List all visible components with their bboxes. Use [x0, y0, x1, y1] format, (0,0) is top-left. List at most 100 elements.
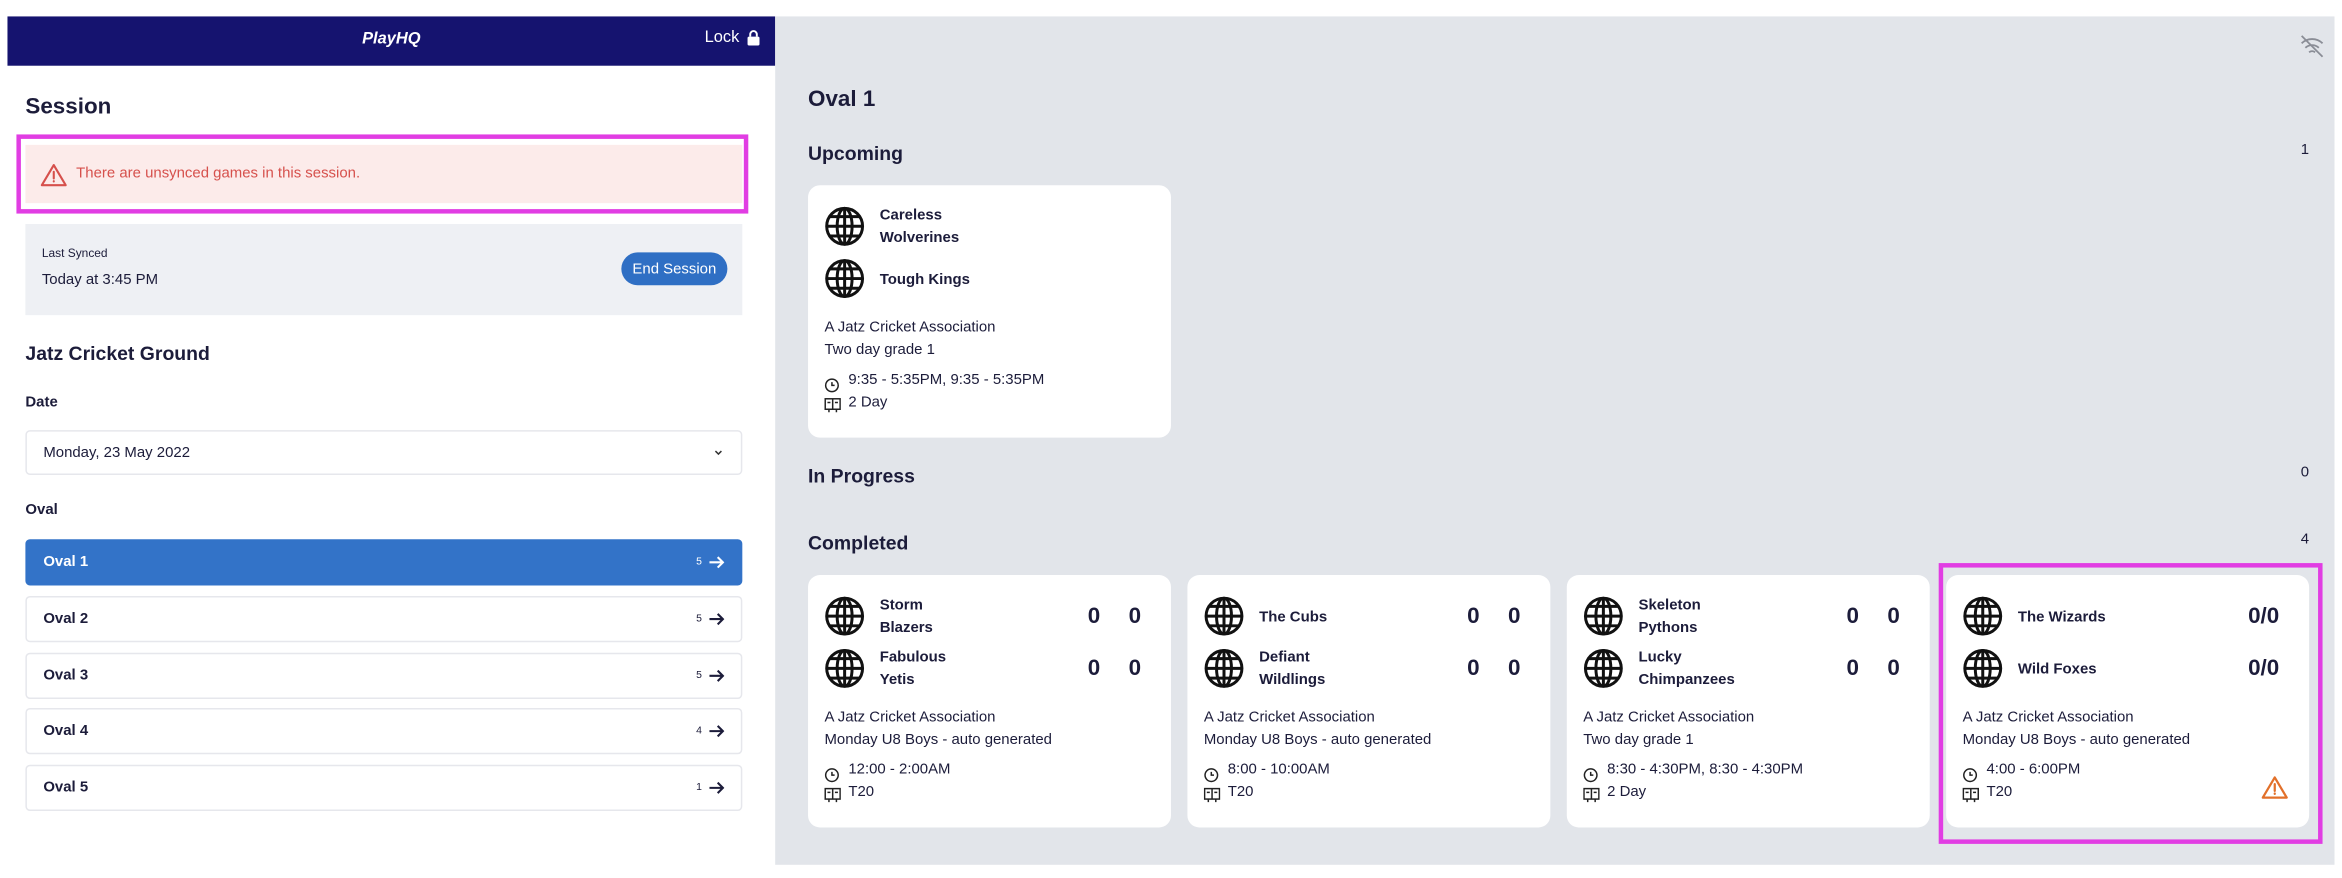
oval-row[interactable]: Oval 4 4 — [25, 708, 743, 755]
section-count: 1 — [2300, 141, 2310, 159]
format-icon-svg — [824, 787, 841, 803]
oval-row[interactable]: Oval 3 5 — [25, 651, 743, 699]
oval-count-wrap: 1 — [696, 780, 725, 796]
format-icon — [824, 784, 841, 811]
oval-row[interactable]: Oval 5 1 — [25, 764, 743, 812]
lock-label: Lock — [704, 28, 740, 47]
team-score: 0/0 — [2248, 603, 2279, 628]
score-value: 0 — [1467, 655, 1480, 682]
chevron — [714, 450, 722, 456]
oval-count-wrap: 4 — [696, 723, 725, 739]
warning-icon — [40, 163, 67, 186]
game-card[interactable]: Storm Blazers 0 0 Fabulous Yetis 0 0 A Jatz Cr… — [808, 575, 1171, 828]
team-name: Tough Kings — [879, 271, 970, 288]
score-value: 0 — [1887, 603, 1900, 629]
highlight — [1938, 563, 2323, 844]
game-time: 8:00 - 10:00AM — [1227, 761, 1330, 779]
game-time: 9:35 - 5:35PM, 9:35 - 5:35PM — [848, 371, 1045, 389]
grade: Two day grade 1 — [1583, 731, 1694, 749]
arrow — [708, 667, 725, 683]
session-title: Session — [25, 94, 112, 120]
team-name: Storm Blazers — [879, 597, 933, 637]
association: A Jatz Cricket Association — [824, 709, 996, 726]
alert: There are unsynced games in this session… — [25, 144, 743, 204]
format-icon — [1203, 784, 1221, 811]
oval-label: Oval — [25, 501, 58, 519]
team-logo — [1963, 596, 2003, 644]
clock-icon — [824, 763, 839, 790]
last-synced-label: Last Synced — [41, 246, 108, 260]
oval-name: Oval 5 — [43, 779, 89, 797]
lock-button[interactable]: Lock — [705, 28, 761, 46]
format-icon — [824, 394, 841, 421]
oval-count: 4 — [696, 726, 702, 737]
arrow — [708, 723, 725, 739]
team-name: Lucky Chimpanzees — [1638, 649, 1735, 689]
clock-icon — [824, 373, 839, 400]
offline-icon — [2301, 35, 2324, 58]
game-time: 8:30 - 4:30PM, 8:30 - 4:30PM — [1607, 761, 1804, 779]
grade: Monday U8 Boys - auto generated — [1962, 731, 2191, 749]
team-logo-svg — [1963, 648, 2003, 688]
game-format: T20 — [848, 784, 875, 801]
section-count: 4 — [2300, 531, 2310, 549]
team-logo — [824, 258, 865, 306]
format-icon-svg — [824, 398, 841, 413]
oval-count: 5 — [696, 557, 702, 568]
score-value: 0 — [1087, 655, 1101, 682]
association: A Jatz Cricket Association — [1203, 709, 1375, 726]
oval-row[interactable]: Oval 1 5 — [25, 539, 743, 586]
team-name: Fabulous Yetis — [879, 649, 947, 689]
date-select[interactable]: Monday, 23 May 2022 — [25, 430, 743, 475]
section-title: Upcoming — [808, 141, 903, 165]
game-card[interactable]: The Cubs 0 0 Defiant Wildlings 0 0 A Jatz Cric… — [1187, 575, 1551, 828]
score-value: 0 — [1128, 603, 1142, 629]
unsynced-icon-svg — [2261, 776, 2288, 799]
clock-icon-svg — [1963, 768, 1978, 783]
team-name: The Wizards — [2017, 608, 2106, 626]
oval-count: 5 — [696, 613, 702, 624]
score-value: 0 — [1846, 655, 1860, 682]
game-card[interactable]: The Wizards 0/0 Wild Foxes 0/0 A Jatz Cricke… — [1946, 575, 2310, 828]
format-icon — [1583, 784, 1600, 811]
team-name: Skeleton Pythons — [1638, 597, 1701, 637]
team-name: Careless Wolverines — [879, 207, 960, 247]
team-logo — [824, 596, 865, 644]
format-icon — [1962, 784, 1980, 811]
game-card[interactable]: Skeleton Pythons 0 0 Lucky Chimpanzees 0 0 A J… — [1566, 575, 1930, 828]
oval-title: Oval 1 — [808, 86, 876, 113]
score-value: 0 — [1508, 655, 1521, 682]
arrow — [708, 554, 725, 570]
team-name: Defiant Wildlings — [1259, 649, 1326, 689]
grade: Monday U8 Boys - auto generated — [1203, 731, 1432, 749]
oval-row[interactable]: Oval 2 5 — [25, 595, 743, 642]
arrow-icon — [709, 556, 725, 569]
team-logo-svg — [1204, 596, 1244, 636]
association: A Jatz Cricket Association — [1583, 709, 1755, 726]
arrow — [708, 780, 725, 796]
game-card[interactable]: Careless Wolverines Tough Kings A Jatz Cri… — [808, 185, 1171, 438]
oval-count: 1 — [696, 782, 702, 794]
team-logo — [1204, 596, 1244, 644]
score-value: 0/0 — [2248, 603, 2280, 629]
ground-title: Jatz Cricket Ground — [25, 342, 210, 365]
game-format: 2 Day — [848, 394, 888, 411]
team-logo — [824, 648, 865, 696]
section-title: In Progress — [808, 464, 915, 487]
score-value: 0/0 — [2248, 655, 2280, 682]
association: A Jatz Cricket Association — [1962, 709, 2134, 726]
logo[interactable]: PlayHQ — [362, 29, 421, 48]
team-logo — [1204, 648, 1244, 696]
oval-count-wrap: 5 — [696, 611, 725, 627]
format-icon-svg — [1583, 787, 1600, 803]
team-logo-svg — [825, 596, 865, 636]
oval-count-wrap: 5 — [696, 554, 725, 570]
arrow — [708, 611, 725, 627]
end-session-button[interactable]: End Session — [621, 252, 728, 286]
